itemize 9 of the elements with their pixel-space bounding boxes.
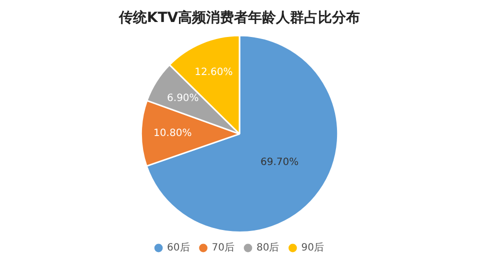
data-label: 12.60% [194, 66, 233, 78]
legend-label: 90后 [301, 242, 324, 254]
chart-title: 传统KTV高频消费者年龄人群占比分布 [118, 9, 360, 26]
data-label: 6.90% [167, 92, 199, 104]
data-label: 10.80% [154, 128, 192, 140]
legend-label: 60后 [167, 242, 190, 254]
data-label: 69.70% [260, 157, 299, 168]
legend-label: 80后 [256, 242, 280, 254]
legend-label: 70后 [212, 242, 235, 254]
